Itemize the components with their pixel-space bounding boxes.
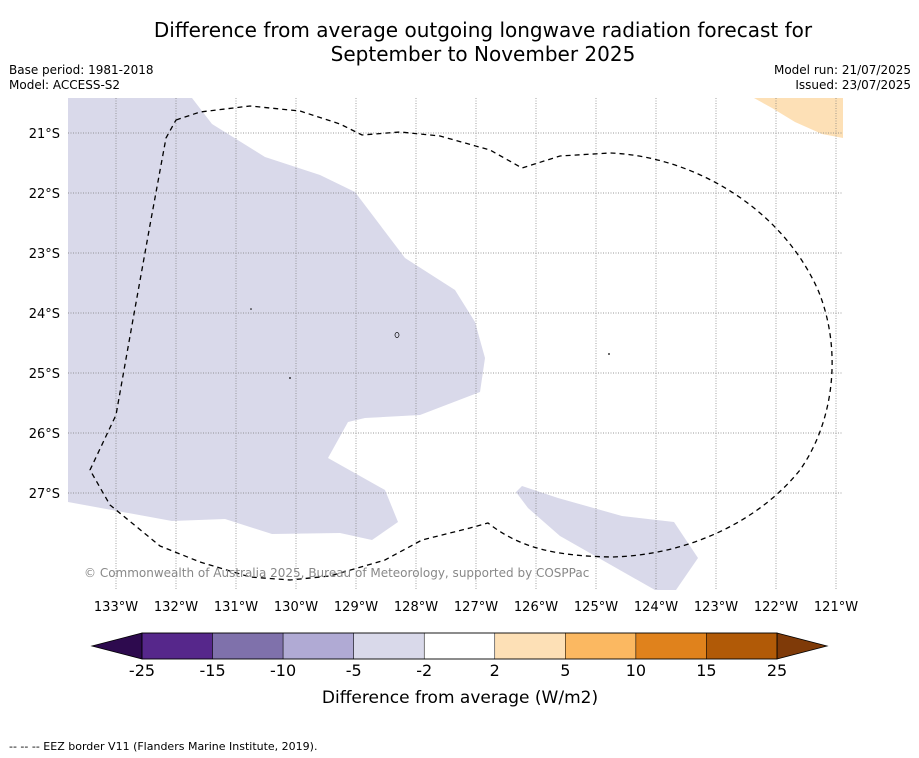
lon-label: 125°W — [574, 600, 618, 615]
latitude-labels: 21°S 22°S 23°S 24°S 25°S 26°S 27°S — [29, 127, 60, 502]
colorbar-outline — [141, 632, 778, 660]
colorbar-tick-label: 25 — [767, 661, 787, 680]
lat-label: 21°S — [29, 127, 60, 142]
lat-label: 24°S — [29, 307, 60, 322]
colorbar-bin — [706, 632, 778, 660]
lat-label: 22°S — [29, 187, 60, 202]
colorbar: -25 -15 -10 -5 -2 2 5 10 15 25 Difference from av… — [90, 632, 829, 708]
footer-note: -- -- -- EEZ border V11 (Flanders Marine… — [9, 740, 318, 753]
model-run: Model run: 21/07/2025 — [773, 63, 911, 77]
model-name: Model: ACCESS-S2 — [9, 78, 121, 92]
copyright-text: © Commonwealth of Australia 2025, Bureau… — [84, 566, 589, 580]
colorbar-bin — [565, 632, 637, 660]
lon-label: 131°W — [214, 600, 258, 615]
lon-label: 132°W — [154, 600, 198, 615]
colorbar-bin — [353, 632, 425, 660]
lon-label: 123°W — [694, 600, 738, 615]
base-period: Base period: 1981-2018 — [9, 63, 154, 77]
colorbar-high-extension — [776, 632, 829, 660]
colorbar-low-extension — [90, 632, 143, 660]
lon-label: 124°W — [634, 600, 678, 615]
lat-label: 23°S — [29, 247, 60, 262]
lon-label: 129°W — [334, 600, 378, 615]
colorbar-bins — [141, 632, 778, 660]
colorbar-tick-label: 15 — [696, 661, 716, 680]
colorbar-bin — [423, 632, 496, 660]
colorbar-bin — [212, 632, 284, 660]
colorbar-bin — [282, 632, 354, 660]
lon-label: 121°W — [814, 600, 858, 615]
lon-label: 127°W — [454, 600, 498, 615]
lat-label: 25°S — [29, 367, 60, 382]
anomaly-region-southeast — [516, 486, 698, 590]
lon-label: 133°W — [94, 600, 138, 615]
colorbar-bin — [635, 632, 707, 660]
colorbar-tick-label: -2 — [416, 661, 432, 680]
gridlines — [68, 98, 843, 590]
colorbar-tick-label: 2 — [490, 661, 500, 680]
longitude-labels: 133°W 132°W 131°W 130°W 129°W 128°W 127°… — [94, 600, 858, 615]
colorbar-label: Difference from average (W/m2) — [322, 688, 598, 708]
colorbar-tick-label: -25 — [129, 661, 155, 680]
issued-date: Issued: 23/07/2025 — [795, 78, 911, 92]
island — [608, 353, 610, 355]
anomaly-region-west — [68, 98, 485, 540]
lat-label: 27°S — [29, 487, 60, 502]
lat-label: 26°S — [29, 427, 60, 442]
lon-label: 126°W — [514, 600, 558, 615]
map-figure: © Commonwealth of Australia 2025, Bureau… — [29, 98, 858, 708]
lon-label: 122°W — [754, 600, 798, 615]
colorbar-tick-label: 10 — [626, 661, 646, 680]
colorbar-tick-label: 5 — [560, 661, 570, 680]
lon-label: 128°W — [394, 600, 438, 615]
map-panel: © Commonwealth of Australia 2025, Bureau… — [29, 98, 858, 615]
island — [250, 308, 252, 310]
anomaly-region-northeast — [754, 98, 843, 138]
lon-label: 130°W — [274, 600, 318, 615]
meta-left: Base period: 1981-2018 Model: ACCESS-S2 — [9, 63, 154, 93]
colorbar-ticks: -25 -15 -10 -5 -2 2 5 10 15 25 — [129, 661, 787, 680]
colorbar-tick-label: -15 — [199, 661, 225, 680]
colorbar-bin — [141, 632, 213, 660]
meta-right: Model run: 21/07/2025 Issued: 23/07/2025 — [774, 63, 911, 93]
colorbar-bin — [494, 632, 566, 660]
title-line-2: September to November 2025 — [330, 42, 636, 66]
island — [289, 377, 291, 379]
colorbar-tick-label: -10 — [270, 661, 296, 680]
eez-border — [89, 105, 833, 581]
colorbar-tick-label: -5 — [346, 661, 362, 680]
title-line-1: Difference from average outgoing longwav… — [153, 18, 813, 42]
chart-title: Difference from average outgoing longwav… — [0, 18, 919, 66]
island — [394, 332, 400, 338]
